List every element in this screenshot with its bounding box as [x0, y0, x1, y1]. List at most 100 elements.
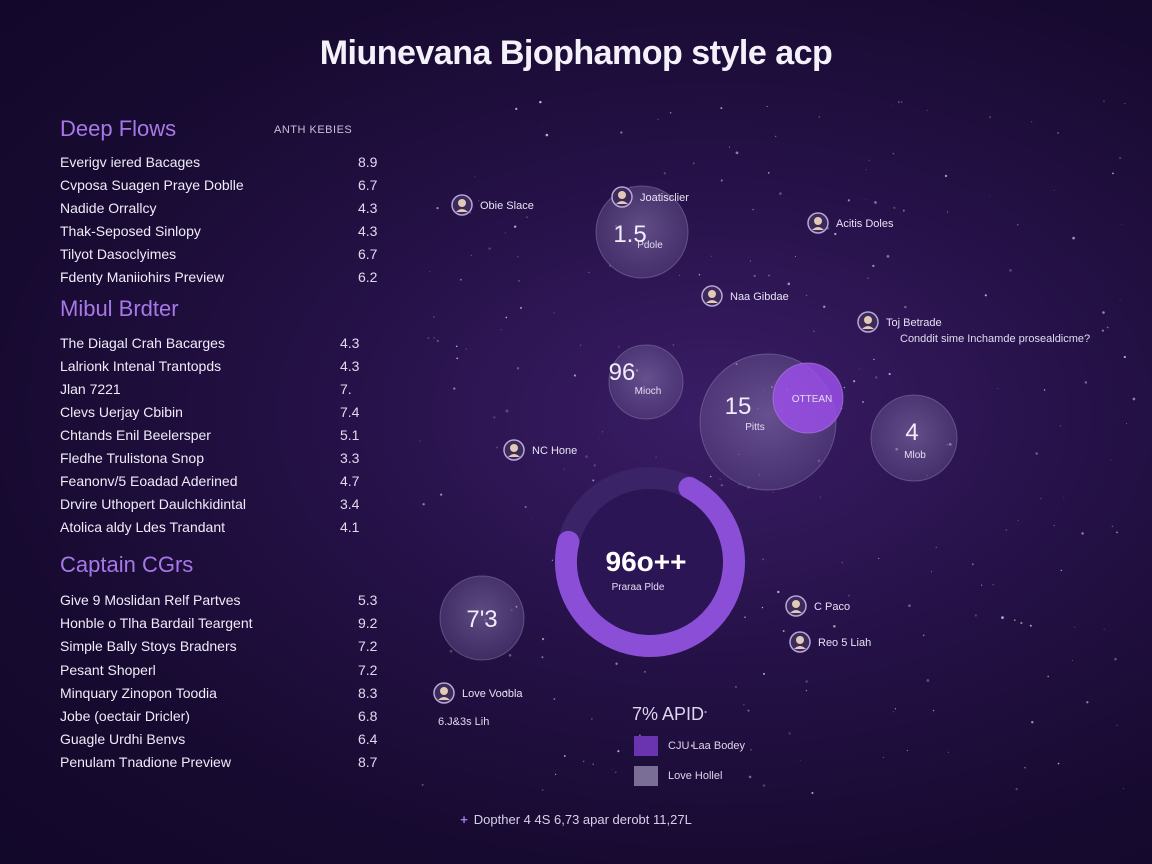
star [475, 716, 477, 718]
star [580, 344, 582, 346]
star [422, 503, 425, 506]
star [519, 306, 522, 309]
star [1043, 389, 1046, 391]
list-item-name: Nadide Orrallcy [60, 200, 157, 216]
star [698, 274, 701, 276]
star [974, 614, 977, 617]
list-item-score: 6.7 [358, 246, 378, 262]
star [1081, 532, 1084, 535]
list-item-name: Tilyot Dasoclyimes [60, 246, 177, 262]
list-item-score: 5.3 [358, 592, 378, 608]
star [540, 125, 542, 127]
avatar-icon [433, 682, 455, 704]
star [805, 680, 808, 683]
star [841, 561, 844, 564]
star [788, 732, 792, 735]
bubble-sublabel: Pdole [637, 240, 663, 251]
star [749, 260, 752, 262]
star [1118, 156, 1122, 160]
star [474, 176, 476, 178]
star [971, 563, 974, 566]
star [834, 232, 837, 236]
avatar-icon [611, 186, 633, 208]
column-header: ANTH KEBIES [274, 124, 353, 136]
star [1123, 355, 1126, 359]
avatar-icon [785, 595, 807, 617]
star [898, 101, 900, 104]
star [663, 172, 666, 175]
list-item-name: Lalrionk Intenal Trantopds [60, 358, 222, 374]
star [1101, 329, 1104, 332]
star [488, 247, 491, 250]
star [833, 624, 836, 628]
star [874, 376, 878, 379]
star [670, 715, 674, 718]
star [585, 455, 588, 458]
star [872, 264, 875, 268]
star [455, 345, 458, 348]
star [762, 784, 766, 787]
star [794, 255, 796, 257]
star [882, 756, 884, 758]
legend-label: CJU Laa Bodey [668, 740, 746, 752]
star [1053, 189, 1055, 191]
plus-icon: + [460, 812, 468, 827]
star [1053, 524, 1055, 526]
star [541, 656, 544, 659]
star [1009, 269, 1012, 272]
star [563, 755, 566, 757]
star [545, 133, 549, 137]
marker-label: Acitis Doles [836, 218, 894, 230]
star [890, 104, 892, 106]
star [429, 271, 431, 273]
star [539, 100, 542, 104]
star [553, 698, 556, 700]
star [631, 798, 633, 800]
star [805, 294, 808, 297]
star [1132, 397, 1136, 401]
list-item-name: Give 9 Moslidan Relf Partves [60, 592, 241, 608]
star [1059, 424, 1062, 427]
star [517, 255, 519, 258]
star [541, 637, 545, 641]
star [1074, 626, 1076, 628]
star [843, 386, 846, 389]
list-item-score: 4.1 [340, 519, 360, 535]
list-item-score: 5.1 [340, 427, 360, 443]
bubble [772, 362, 844, 434]
star [1124, 103, 1126, 105]
star [554, 773, 557, 776]
star [531, 518, 533, 520]
marker-detail: 6.J&3s Lih [438, 716, 489, 728]
star [1121, 223, 1123, 225]
star [767, 172, 770, 174]
star [505, 316, 508, 319]
star [1040, 497, 1042, 500]
ring-arc [555, 467, 745, 657]
bubble-label: 96 [609, 359, 636, 386]
list-item-name: Fledhe Trulistona Snop [60, 450, 204, 466]
list-item-name: Simple Bally Stoys Bradners [60, 638, 237, 655]
marker-label: C Paco [814, 601, 850, 613]
star [692, 162, 695, 165]
star [874, 201, 877, 204]
star [935, 546, 937, 549]
star [427, 337, 430, 340]
star [1116, 531, 1118, 534]
list-item-name: Jobe (oectair Dricler) [60, 708, 190, 724]
bubble-sublabel: Pitts [745, 422, 764, 433]
star [1114, 657, 1117, 661]
star [432, 315, 435, 318]
star [1102, 311, 1105, 314]
star [1125, 422, 1127, 424]
list-item-score: 3.3 [340, 450, 360, 466]
star [638, 734, 641, 737]
star [729, 146, 731, 148]
marker-label: Reo 5 Liah [818, 637, 871, 649]
star [592, 479, 595, 482]
legend-swatch [634, 736, 658, 756]
star [672, 344, 674, 346]
star [1072, 660, 1074, 662]
star [710, 255, 713, 258]
bubble [595, 185, 689, 279]
